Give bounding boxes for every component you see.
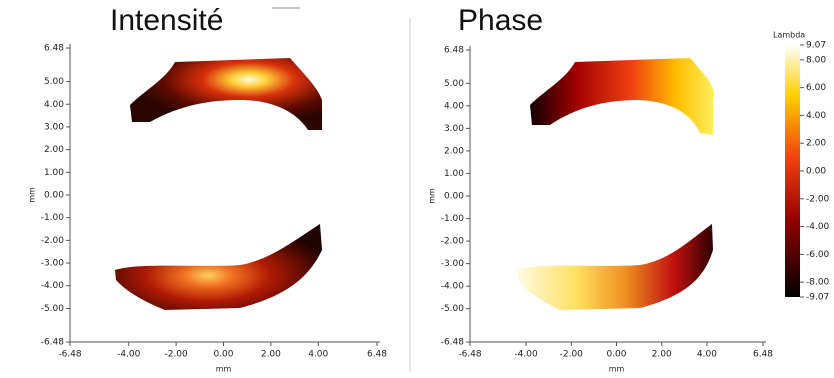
y-tick-label: -6.48 (441, 338, 465, 348)
x-tick-label: 6.48 (367, 350, 387, 360)
y-tick-label: -1.00 (441, 214, 465, 224)
x-tick-label: 2.00 (261, 350, 281, 360)
chart-title: Intensité (110, 4, 223, 37)
y-tick-label: -3.00 (41, 259, 65, 269)
y-tick-label: -2.00 (441, 237, 465, 247)
y-tick-label: -2.00 (41, 236, 65, 246)
x-tick-label: -2.00 (560, 350, 584, 360)
y-axis-label: mm (428, 188, 437, 204)
x-tick-label: -2.00 (164, 350, 188, 360)
y-tick-label: 4.00 (444, 101, 464, 111)
colorbar-tick-label: 6.00 (806, 83, 826, 93)
x-tick-label: 0.00 (213, 350, 233, 360)
x-tick-label: -6.48 (458, 350, 482, 360)
x-tick-label: 0.00 (606, 350, 626, 360)
y-tick-label: 3.00 (44, 122, 64, 132)
y-tick-label: 2.00 (444, 146, 464, 156)
y-tick-label: -6.48 (41, 338, 65, 348)
x-tick-label: -4.00 (514, 350, 538, 360)
y-tick-label: 2.00 (44, 145, 64, 155)
y-tick-label: 5.00 (44, 77, 64, 87)
y-axis-label: mm (28, 187, 37, 203)
y-tick-label: -4.00 (41, 281, 65, 291)
colorbar (785, 45, 800, 297)
y-tick-label: 0.00 (444, 192, 464, 202)
x-axis-label: mm (609, 365, 625, 374)
x-tick-label: -4.00 (117, 350, 141, 360)
colorbar-tick-label: -8.00 (806, 278, 830, 288)
y-tick-label: -3.00 (441, 259, 465, 269)
colorbar-tick-label: -6.00 (806, 250, 830, 260)
x-axis-label: mm (216, 365, 232, 374)
y-tick-label: 6.48 (444, 46, 464, 56)
colorbar-tick-label: 9.07 (806, 41, 826, 51)
y-tick-label: 6.48 (44, 44, 64, 54)
colorbar-tick-label: -2.00 (806, 194, 830, 204)
intensity-map (115, 58, 322, 310)
y-tick-label: -4.00 (441, 282, 465, 292)
colorbar-tick-label: 0.00 (806, 167, 826, 177)
x-tick-label: 6.48 (753, 350, 773, 360)
y-tick-label: 4.00 (44, 100, 64, 110)
chart-title: Phase (458, 4, 543, 37)
colorbar-tick-label: -4.00 (806, 222, 830, 232)
y-tick-label: 5.00 (444, 79, 464, 89)
phase-map (518, 58, 714, 310)
colorbar-label: Lambda (773, 31, 805, 40)
x-tick-label: 4.00 (308, 350, 328, 360)
x-tick-label: -6.48 (58, 350, 82, 360)
x-tick-label: 4.00 (697, 350, 717, 360)
y-tick-label: 0.00 (44, 191, 64, 201)
y-tick-label: 1.00 (44, 168, 64, 178)
x-tick-label: 2.00 (652, 350, 672, 360)
colorbar-tick-label: 4.00 (806, 111, 826, 121)
y-tick-label: 3.00 (444, 124, 464, 134)
y-tick-label: -1.00 (41, 213, 65, 223)
y-tick-label: 1.00 (444, 169, 464, 179)
screen: Intensité 6.48 5.00 4.00 3.00 2.00 1.00 0.00 -1.… (0, 0, 834, 378)
colorbar-tick-label: 8.00 (806, 55, 826, 65)
colorbar-tick-label: -9.07 (806, 293, 829, 303)
colorbar-tick-label: 2.00 (806, 139, 826, 149)
y-tick-label: -5.00 (41, 304, 65, 314)
y-tick-label: -5.00 (441, 304, 465, 314)
